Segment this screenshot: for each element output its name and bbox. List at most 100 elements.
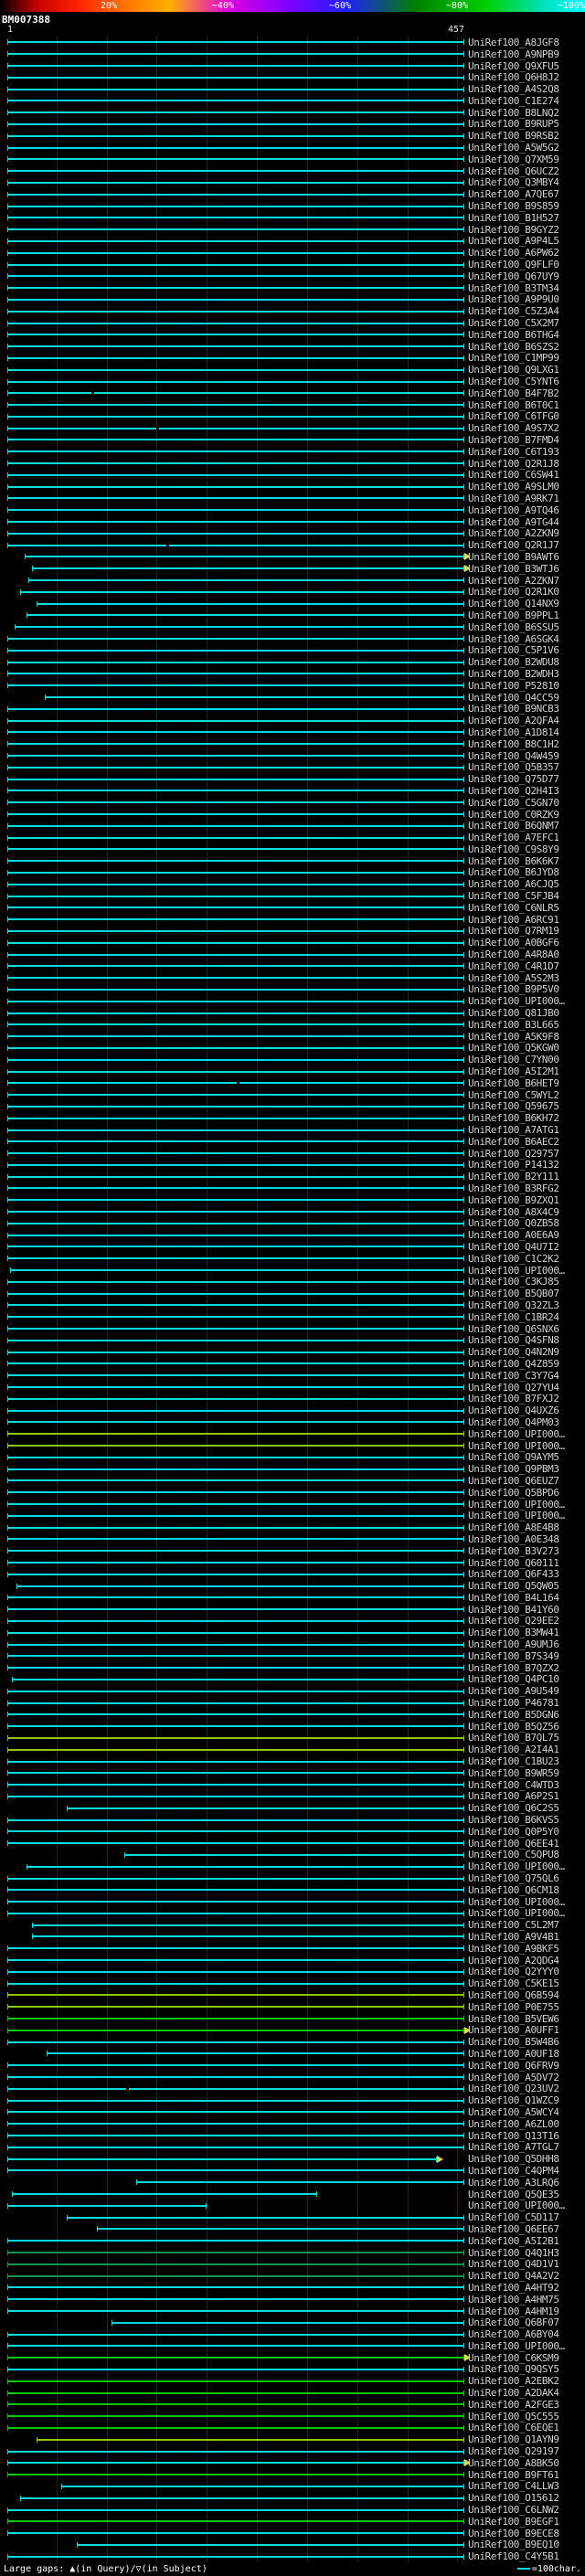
hit-bar[interactable] (7, 905, 464, 911)
hit-row[interactable]: UniRef100_Q29197 (0, 2445, 585, 2457)
hit-row[interactable]: UniRef100_B6SSU5 (0, 621, 585, 633)
hit-row[interactable]: UniRef100_B6AEC2 (0, 1136, 585, 1148)
hit-row[interactable]: UniRef100_P52810 (0, 680, 585, 692)
hit-label[interactable]: UniRef100_P46781 (468, 1697, 559, 1710)
hit-label[interactable]: UniRef100_Q9FLF0 (468, 259, 559, 271)
hit-label[interactable]: UniRef100_Q29197 (468, 2445, 559, 2458)
hit-label[interactable]: UniRef100_C1MP99 (468, 352, 559, 365)
hit-label[interactable]: UniRef100_Q2R1J7 (468, 539, 559, 552)
hit-label[interactable]: UniRef100_B5QB07 (468, 1288, 559, 1300)
hit-bar[interactable] (7, 1290, 464, 1297)
hit-label[interactable]: UniRef100_B6THG4 (468, 328, 559, 341)
hit-bar[interactable] (7, 1723, 464, 1730)
hit-bar[interactable] (7, 1641, 464, 1648)
hit-bar[interactable] (7, 2004, 464, 2010)
hit-row[interactable]: UniRef100_A0E348 (0, 1533, 585, 1545)
hit-row[interactable]: UniRef100_A9NPB9 (0, 48, 585, 60)
hit-bar[interactable] (7, 2250, 464, 2255)
hit-row[interactable]: UniRef100_B7FMD4 (0, 434, 585, 446)
hit-label[interactable]: UniRef100_B7FMD4 (468, 434, 559, 446)
hit-bar[interactable] (7, 2401, 464, 2408)
hit-row[interactable]: UniRef100_Q6C2S5 (0, 1802, 585, 1814)
hit-bar[interactable] (7, 1209, 464, 1215)
hit-row[interactable]: UniRef100_B9RSB2 (0, 130, 585, 142)
hit-label[interactable]: UniRef100_UPI000… (468, 1264, 565, 1277)
hit-bar[interactable] (7, 62, 464, 69)
hit-label[interactable]: UniRef100_A2I4A1 (468, 1744, 559, 1756)
hit-label[interactable]: UniRef100_Q5KGW0 (468, 1042, 559, 1055)
hit-bar[interactable] (7, 121, 464, 127)
hit-bar[interactable] (7, 1034, 464, 1040)
hit-bar[interactable] (7, 1173, 464, 1180)
hit-label[interactable]: UniRef100_Q2R1J8 (468, 457, 559, 470)
hit-label[interactable]: UniRef100_Q6EUZ7 (468, 1474, 559, 1487)
hit-label[interactable]: UniRef100_C5KE15 (468, 1977, 559, 1990)
hit-label[interactable]: UniRef100_Q6CM18 (468, 1883, 559, 1896)
hit-row[interactable]: UniRef100_Q5B357 (0, 761, 585, 773)
hit-row[interactable]: UniRef100_C1E274 (0, 95, 585, 107)
hit-row[interactable]: UniRef100_A8X4C9 (0, 1206, 585, 1218)
hit-row[interactable]: UniRef100_C4WTD3 (0, 1779, 585, 1791)
hit-bar[interactable] (7, 402, 464, 408)
hit-row[interactable]: UniRef100_Q32ZL3 (0, 1299, 585, 1311)
hit-row[interactable]: UniRef100_Q75QL6 (0, 1872, 585, 1884)
hit-row[interactable]: UniRef100_C3KJ85 (0, 1276, 585, 1288)
hit-bar[interactable] (7, 2133, 464, 2139)
hit-row[interactable]: UniRef100_B6KVS5 (0, 1814, 585, 1826)
hit-bar[interactable] (7, 1197, 464, 1203)
hit-bar[interactable] (7, 717, 464, 724)
hit-row[interactable]: UniRef100_B9ZXQ1 (0, 1194, 585, 1206)
hit-row[interactable]: UniRef100_B9FT61 (0, 2469, 585, 2481)
hit-label[interactable]: UniRef100_A2ZKN7 (468, 574, 559, 587)
hit-row[interactable]: UniRef100_B7S349 (0, 1650, 585, 1662)
hit-label[interactable]: UniRef100_Q4D1V1 (468, 2258, 559, 2271)
hit-row[interactable]: UniRef100_A3LRQ6 (0, 2177, 585, 2189)
hit-bar[interactable] (7, 273, 464, 280)
hit-bar[interactable] (7, 2390, 464, 2396)
hit-row[interactable]: UniRef100_C9S8Y9 (0, 843, 585, 855)
hit-bar[interactable] (7, 366, 464, 373)
hit-row[interactable]: UniRef100_Q2R1J8 (0, 458, 585, 470)
hit-bar[interactable] (7, 1700, 464, 1706)
hit-bar[interactable] (7, 507, 464, 514)
hit-row[interactable]: UniRef100_C1C2K2 (0, 1253, 585, 1265)
hit-bar[interactable] (7, 647, 464, 653)
hit-row[interactable]: UniRef100_Q13T16 (0, 2130, 585, 2142)
hit-row[interactable]: UniRef100_A6CJQ5 (0, 878, 585, 890)
hit-row[interactable]: UniRef100_Q5C555 (0, 2411, 585, 2422)
hit-row[interactable]: UniRef100_Q4CC59 (0, 692, 585, 704)
hit-row[interactable]: UniRef100_Q23UV2 (0, 2083, 585, 2094)
hit-bar[interactable] (7, 893, 464, 899)
hit-bar[interactable] (32, 1922, 464, 1928)
hit-row[interactable]: UniRef100_A5S2M3 (0, 972, 585, 984)
hit-bar[interactable] (7, 928, 464, 934)
hit-row[interactable]: UniRef100_A2I4A1 (0, 1744, 585, 1755)
hit-label[interactable]: UniRef100_B6KVS5 (468, 1814, 559, 1827)
hit-row[interactable]: UniRef100_A9TG44 (0, 516, 585, 528)
hit-bar[interactable] (7, 659, 464, 665)
hit-label[interactable]: UniRef100_A8BK50 (468, 2456, 559, 2469)
hit-label[interactable]: UniRef100_Q14NX9 (468, 598, 559, 610)
hit-row[interactable]: UniRef100_A9S7X2 (0, 422, 585, 434)
hit-bar[interactable] (26, 1863, 465, 1870)
hit-label[interactable]: UniRef100_B2WDU8 (468, 656, 559, 669)
hit-row[interactable]: UniRef100_B6T0C1 (0, 399, 585, 411)
hit-row[interactable]: UniRef100_Q27YU4 (0, 1382, 585, 1394)
hit-label[interactable]: UniRef100_C5QPU8 (468, 1849, 559, 1861)
hit-label[interactable]: UniRef100_Q6EE67 (468, 2222, 559, 2235)
hit-row[interactable]: UniRef100_C0RZK9 (0, 809, 585, 821)
hit-row[interactable]: UniRef100_A0UFF1 (0, 2024, 585, 2036)
hit-row[interactable]: UniRef100_Q6H8J2 (0, 71, 585, 83)
hit-bar[interactable] (7, 1419, 464, 1426)
hit-row[interactable]: UniRef100_Q6UCZ2 (0, 165, 585, 177)
hit-bar[interactable] (7, 2424, 464, 2431)
hit-label[interactable]: UniRef100_A0UF18 (468, 2047, 559, 2060)
hit-bar[interactable] (112, 2319, 464, 2326)
hit-label[interactable]: UniRef100_C5GN70 (468, 796, 559, 809)
hit-label[interactable]: UniRef100_A4R8A0 (468, 949, 559, 961)
hit-bar[interactable] (7, 1092, 464, 1098)
hit-bar[interactable] (7, 1782, 464, 1788)
hit-bar[interactable] (7, 705, 464, 712)
hit-bar[interactable] (7, 1489, 464, 1496)
hit-row[interactable]: UniRef100_A9SLM0 (0, 481, 585, 493)
